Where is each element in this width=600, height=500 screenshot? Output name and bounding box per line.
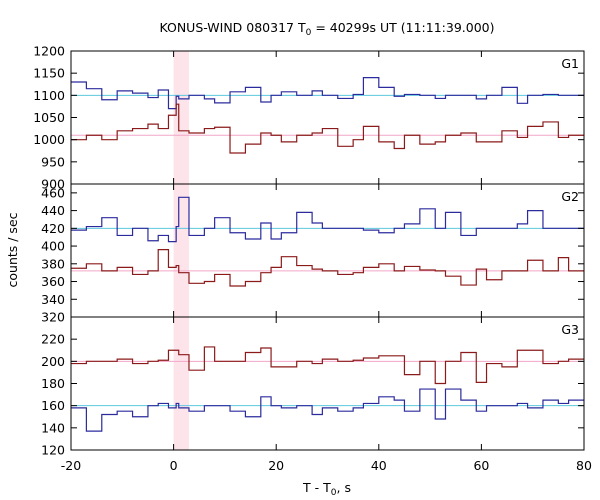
- panel-g3-y-tick-label: 200: [41, 354, 65, 369]
- x-tick-label: 40: [371, 458, 387, 473]
- panel-g3-frame: [70, 316, 585, 451]
- panel-g1-label: G1: [561, 56, 579, 71]
- panel-g3-label: G3: [561, 322, 579, 337]
- panel-g3-series-red: [71, 346, 584, 385]
- panel-g2-series-blue: [71, 196, 584, 243]
- panel-g2-y-tick-label: 380: [41, 256, 65, 271]
- panel-g1-y-tick-label: 1000: [33, 132, 65, 147]
- panel-g3-y-tick-label: 140: [41, 420, 65, 435]
- panel-g2-y-tick-label: 440: [41, 203, 65, 218]
- panel-g2-y-tick-label: 420: [41, 221, 65, 236]
- panel-g1-y-tick-label: 1200: [33, 44, 65, 59]
- panel-g1-series-red: [71, 103, 584, 154]
- panel-g3-y-tick-label: 120: [41, 443, 65, 458]
- panel-g1-frame: [70, 50, 585, 185]
- panel-g2-y-tick-label: 360: [41, 274, 65, 289]
- panel-g2-label: G2: [561, 189, 579, 204]
- panel-g1-series-blue: [71, 77, 584, 110]
- panel-g3-y-tick-label: 220: [41, 332, 65, 347]
- panel-g1-y-tick-label: 1100: [33, 88, 65, 103]
- panel-g3-y-tick-label: 160: [41, 398, 65, 413]
- panel-g2-series-red: [71, 249, 584, 287]
- x-tick-label: 0: [170, 458, 178, 473]
- panel-g2-y-tick-label: 460: [41, 185, 65, 200]
- panel-g2-y-tick-label: 400: [41, 239, 65, 254]
- x-axis-label: T - T0, s: [302, 480, 351, 498]
- panel-g3-series-blue: [71, 388, 584, 432]
- panel-g1-y-tick-label: 1050: [33, 110, 65, 125]
- x-tick-label: -20: [61, 458, 81, 473]
- panel-g2-y-tick-label: 340: [41, 292, 65, 307]
- panel-g3-y-tick-label: 180: [41, 376, 65, 391]
- panel-g1-y-tick-label: 950: [41, 154, 65, 169]
- plot-area: 90095010001050110011501200G1320340360380…: [33, 44, 592, 474]
- panel-g2-y-tick-label: 320: [41, 310, 65, 325]
- panel-g2-frame: [70, 183, 585, 318]
- x-tick-label: 60: [473, 458, 489, 473]
- panel-g1-y-tick-label: 1150: [33, 66, 65, 81]
- chart-title: KONUS-WIND 080317 T0 = 40299s UT (11:11:…: [159, 20, 494, 38]
- panel-g1-y-tick-label: 900: [41, 177, 65, 192]
- x-tick-label: 20: [268, 458, 284, 473]
- x-tick-label: 80: [576, 458, 592, 473]
- y-axis-label: counts / sec: [5, 212, 20, 287]
